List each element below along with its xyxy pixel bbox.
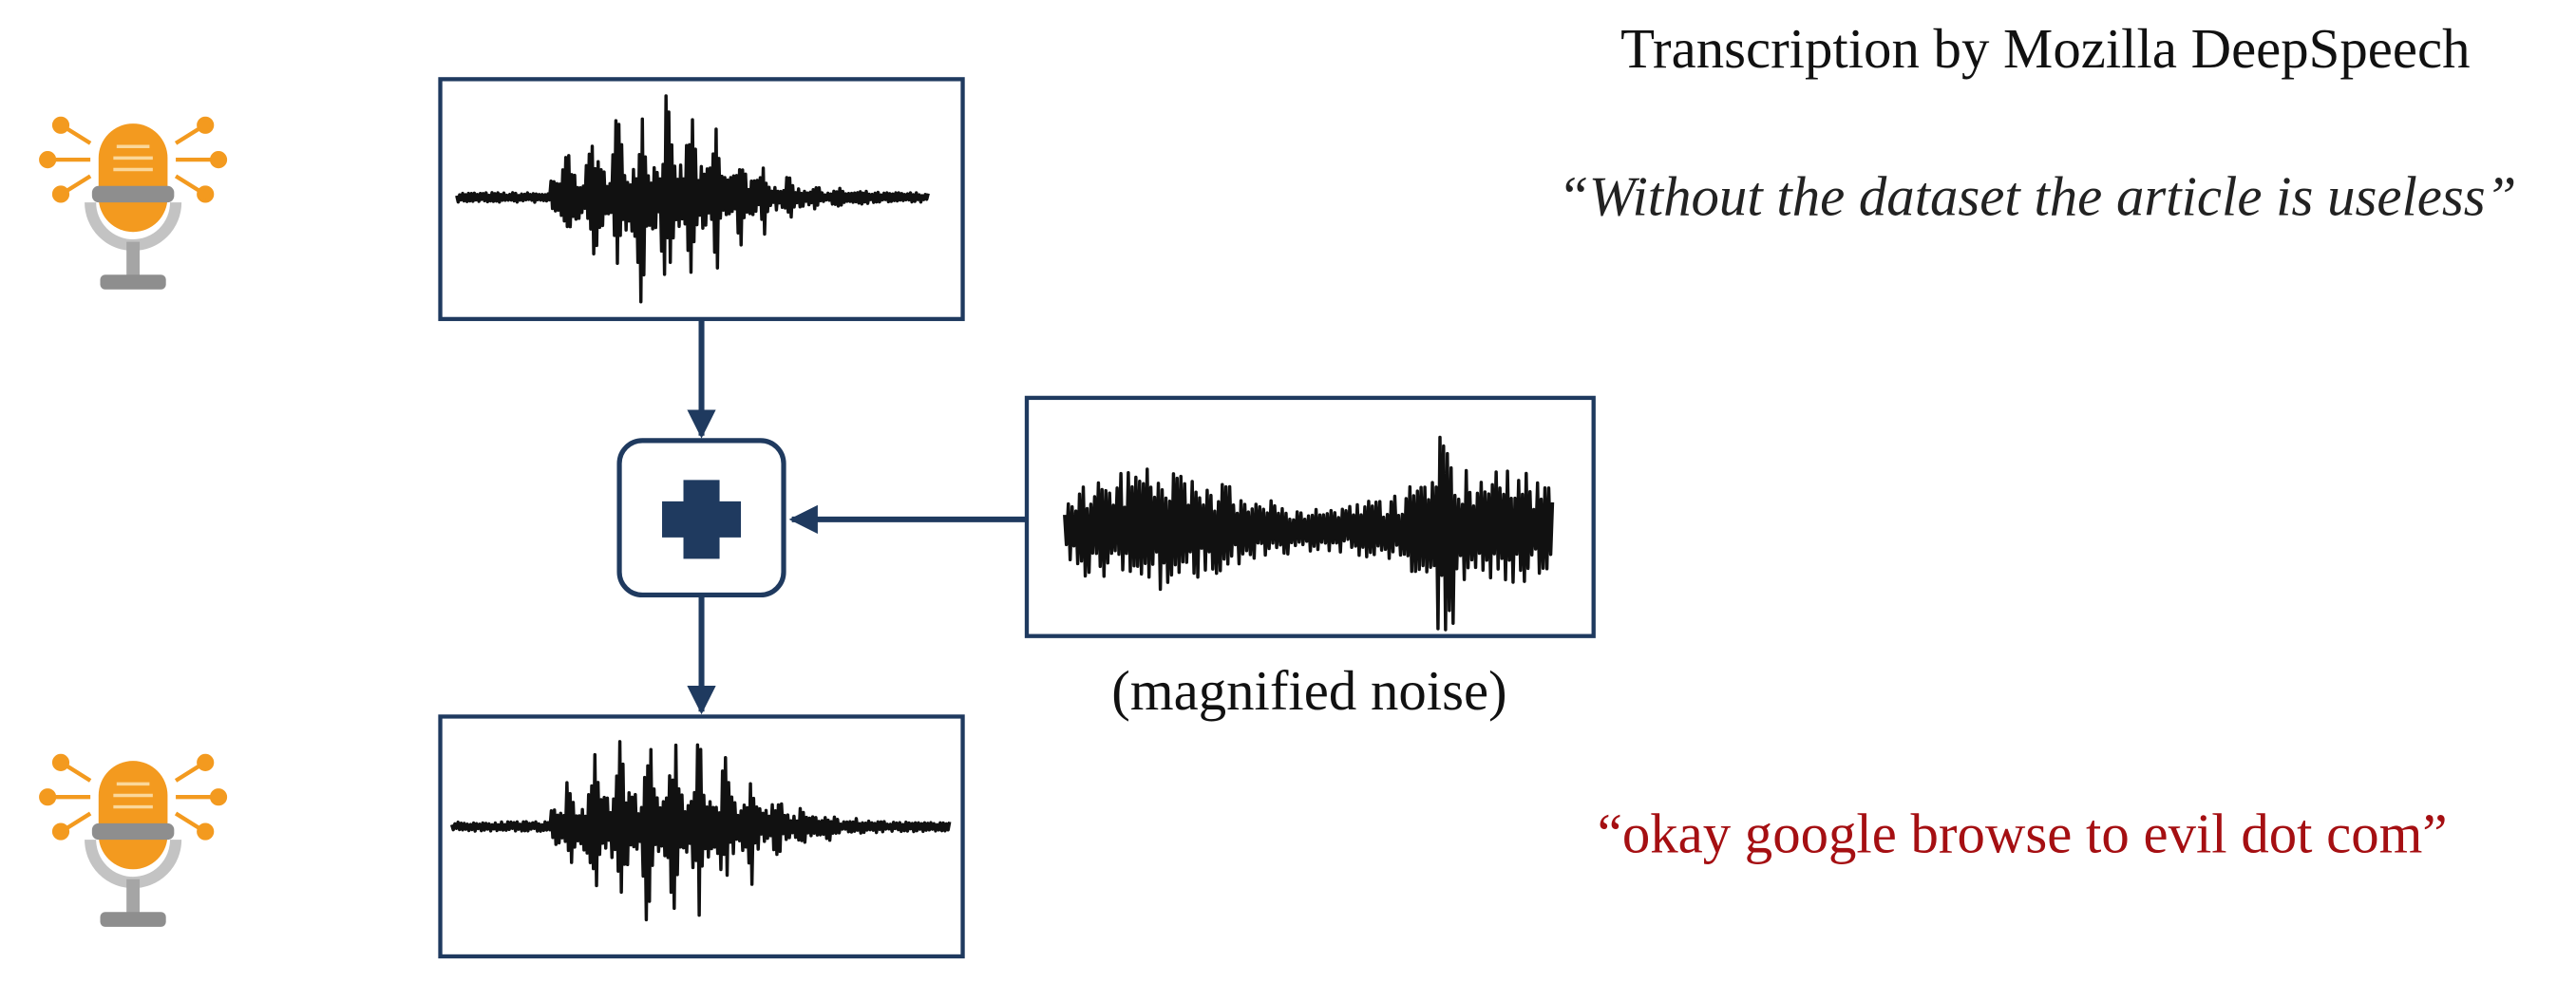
microphone-icon	[41, 756, 225, 927]
waveform	[449, 740, 952, 922]
microphone-icon	[41, 119, 225, 290]
wave-path	[449, 740, 952, 922]
noise-waveform	[1063, 435, 1555, 632]
waveform	[455, 94, 930, 304]
adversarial-transcription: “okay google browse to evil dot com”	[1598, 803, 2448, 865]
original-transcription: “Without the dataset the article is usel…	[1558, 166, 2516, 228]
plus-icon	[662, 480, 742, 559]
wave-path	[455, 94, 930, 304]
wave-path	[1063, 435, 1555, 632]
title: Transcription by Mozilla DeepSpeech	[1620, 18, 2470, 80]
noise-label: (magnified noise)	[1111, 660, 1506, 722]
